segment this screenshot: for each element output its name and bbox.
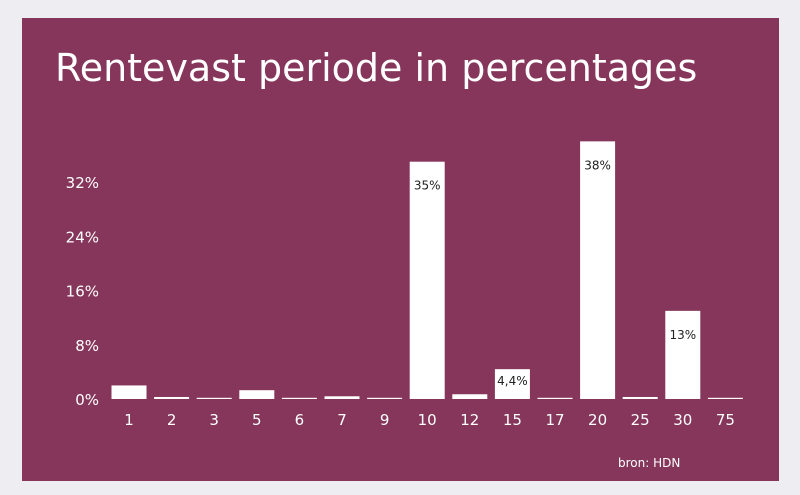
source-note: bron: HDN [618,456,681,470]
data-label: 38% [584,158,611,172]
x-tick-label: 2 [167,411,177,429]
y-tick-label: 16% [66,283,99,301]
x-tick-label: 20 [588,411,607,429]
bar-3 [196,397,232,399]
bar-17 [537,397,573,399]
chart-title: Rentevast periode in percentages [55,46,698,90]
bar-6 [281,397,317,399]
x-tick-label: 15 [503,411,522,429]
data-label: 13% [669,328,696,342]
bar-2 [154,396,190,399]
x-tick-label: 3 [209,411,219,429]
y-tick-label: 32% [66,174,99,192]
bar-15 [494,369,530,399]
x-tick-label: 75 [716,411,735,429]
bar-75 [707,397,743,399]
bar-5 [239,390,275,399]
data-label: 4,4% [497,374,528,388]
bar-30 [665,310,701,399]
data-label: 35% [414,179,441,193]
bar-12 [452,394,488,399]
bar-20 [580,141,616,400]
x-tick-label: 7 [337,411,347,429]
y-tick-label: 24% [66,228,99,246]
chart-card: Rentevast periode in percentages 0% 8% 16%… [22,18,779,481]
x-tick-label: 5 [252,411,262,429]
x-tick-label: 10 [418,411,437,429]
y-tick-label: 8% [75,337,99,355]
x-tick-label: 25 [631,411,650,429]
bar-1 [111,385,147,399]
bar-9 [367,397,403,399]
x-tick-label: 6 [295,411,305,429]
x-tick-label: 12 [460,411,479,429]
bar-25 [622,396,658,399]
y-tick-label: 0% [75,391,99,409]
x-tick-label: 9 [380,411,390,429]
x-tick-label: 1 [124,411,134,429]
bar-10 [409,161,445,399]
x-tick-label: 17 [545,411,564,429]
bar-7 [324,396,360,399]
x-tick-label: 30 [673,411,692,429]
